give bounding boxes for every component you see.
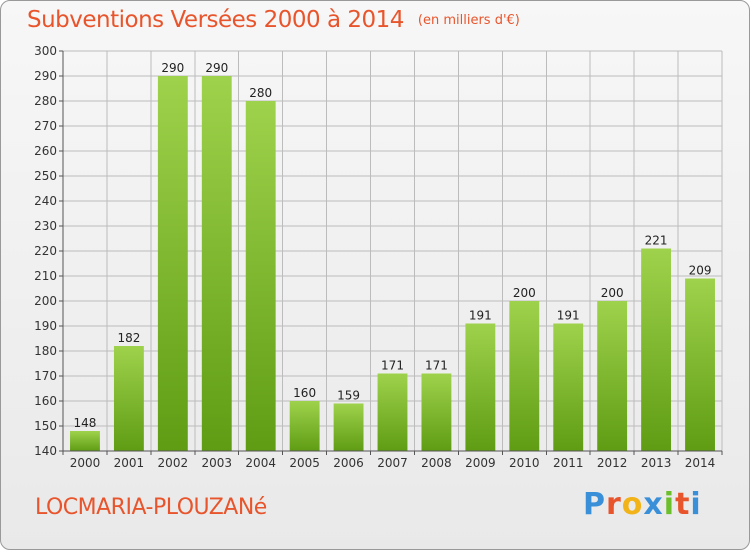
logo-letter: P — [583, 487, 606, 522]
x-tick-label: 2014 — [685, 456, 716, 470]
y-tick-label: 170 — [34, 369, 57, 383]
y-tick-label: 280 — [34, 94, 57, 108]
x-tick-label: 2008 — [421, 456, 452, 470]
y-tick-label: 270 — [34, 119, 57, 133]
bar — [465, 323, 496, 451]
bars: 148 182 290 290 280 160 159 171 171 191 200 191 200 2… — [70, 61, 715, 451]
logo-letter: o — [621, 487, 644, 522]
x-tick-label: 2010 — [509, 456, 540, 470]
x-tick-label: 2004 — [245, 456, 276, 470]
logo-letter: i — [663, 487, 676, 522]
x-tick-label: 2002 — [158, 456, 189, 470]
bar — [509, 301, 540, 451]
bar — [201, 76, 232, 451]
bar-value-label: 182 — [117, 331, 140, 345]
x-tick-label: 2012 — [597, 456, 628, 470]
commune-name: LOCMARIA-PLOUZANé — [35, 495, 267, 520]
y-tick-label: 250 — [34, 169, 57, 183]
bar — [70, 431, 100, 451]
bar-value-label: 160 — [293, 386, 316, 400]
x-tick-label: 2006 — [333, 456, 364, 470]
x-tick-label: 2011 — [553, 456, 584, 470]
x-tick-label: 2005 — [289, 456, 320, 470]
y-tick-label: 220 — [34, 244, 57, 258]
x-tick-label: 2009 — [465, 456, 496, 470]
logo-letter: i — [690, 487, 702, 522]
bar — [641, 248, 672, 451]
bar — [421, 373, 452, 451]
x-tick-label: 2013 — [641, 456, 672, 470]
bar-value-label: 148 — [74, 416, 97, 430]
proxiti-logo: Proxiti — [583, 487, 702, 522]
y-tick-label: 180 — [34, 344, 57, 358]
bar — [157, 76, 188, 451]
bar — [553, 323, 584, 451]
logo-letter: x — [643, 487, 664, 522]
bar — [685, 278, 715, 451]
y-tick-label: 200 — [34, 294, 57, 308]
bar-value-label: 290 — [205, 61, 228, 75]
x-tick-label: 2003 — [201, 456, 232, 470]
bar-value-label: 171 — [381, 359, 404, 373]
bar — [245, 101, 276, 451]
y-tick-label: 210 — [34, 269, 57, 283]
bar-value-label: 200 — [601, 286, 624, 300]
bar-value-label: 171 — [425, 359, 448, 373]
y-tick-label: 240 — [34, 194, 57, 208]
bar — [597, 301, 628, 451]
bar — [113, 346, 144, 451]
y-tick-label: 260 — [34, 144, 57, 158]
y-tick-label: 230 — [34, 219, 57, 233]
axes: 140 150 160 170 180 190 200 210 220 230 240 250 260 2… — [34, 44, 723, 470]
y-tick-label: 190 — [34, 319, 57, 333]
bar-value-label: 159 — [337, 389, 360, 403]
logo-letter: t — [675, 487, 691, 522]
bar-value-label: 209 — [689, 264, 712, 278]
x-tick-label: 2000 — [70, 456, 101, 470]
bar-value-label: 191 — [469, 309, 492, 323]
bar — [289, 401, 320, 451]
bar-value-label: 191 — [557, 309, 580, 323]
chart-subtitle: (en milliers d'€) — [417, 13, 520, 28]
bar — [377, 373, 408, 451]
bar-value-label: 200 — [513, 286, 536, 300]
bar — [333, 403, 364, 451]
logo-letter: r — [606, 487, 622, 522]
bar-value-label: 221 — [645, 234, 668, 248]
y-tick-label: 150 — [34, 419, 57, 433]
y-tick-label: 160 — [34, 394, 57, 408]
y-tick-label: 290 — [34, 69, 57, 83]
x-tick-label: 2007 — [377, 456, 408, 470]
y-tick-label: 140 — [34, 444, 57, 458]
y-tick-label: 300 — [34, 44, 57, 58]
bar-value-label: 290 — [161, 61, 184, 75]
chart-title: Subventions Versées 2000 à 2014 (en milli… — [27, 7, 520, 33]
bar-value-label: 280 — [249, 86, 272, 100]
x-tick-label: 2001 — [114, 456, 145, 470]
